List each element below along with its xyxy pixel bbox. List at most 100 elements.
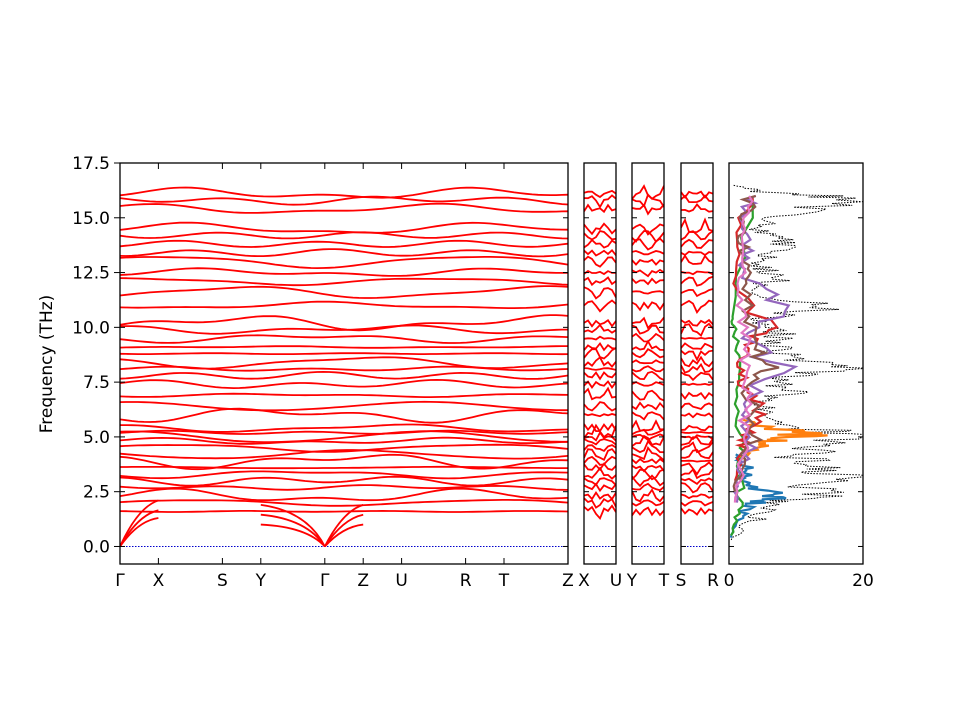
band-line xyxy=(584,255,616,268)
kpoint-label: Γ xyxy=(320,571,330,591)
projected-dos-curve xyxy=(732,194,780,492)
band-line xyxy=(681,371,713,382)
band-line xyxy=(120,186,568,199)
band-line xyxy=(681,250,713,257)
kpoint-label: R xyxy=(707,571,719,591)
band-line xyxy=(120,436,568,445)
band-line xyxy=(584,422,616,433)
band-line xyxy=(632,428,664,436)
y-tick-label: 10.0 xyxy=(72,318,110,338)
band-line xyxy=(632,468,664,481)
y-tick-label: 5.0 xyxy=(83,428,110,448)
dos-x-tick-label: 20 xyxy=(852,571,874,591)
projected-dos-curve xyxy=(729,453,787,538)
band-line xyxy=(681,434,713,441)
band-line xyxy=(681,500,713,507)
band-lines xyxy=(584,189,616,547)
band-line xyxy=(120,470,568,480)
band-line xyxy=(584,248,616,257)
band-line xyxy=(681,461,713,476)
band-line xyxy=(681,230,713,241)
band-line xyxy=(584,455,616,466)
band-line xyxy=(120,221,568,234)
y-tick-label: 2.5 xyxy=(83,483,110,503)
panel-frame xyxy=(680,162,714,565)
kpoint-label: U xyxy=(610,571,622,591)
panel-frame xyxy=(583,162,617,565)
band-line xyxy=(632,230,664,244)
kpoint-label: Z xyxy=(562,571,574,591)
panel-frame xyxy=(631,162,665,565)
band-line xyxy=(632,433,664,441)
band-line xyxy=(584,319,616,328)
band-line xyxy=(632,348,664,359)
band-line xyxy=(632,324,664,335)
band-line xyxy=(584,497,616,509)
band-line xyxy=(632,419,664,432)
band-line xyxy=(584,286,616,300)
band-line xyxy=(584,504,616,520)
band-line xyxy=(681,436,713,446)
band-line xyxy=(120,423,568,433)
dos-frame xyxy=(728,162,864,565)
band-line xyxy=(681,412,713,419)
band-line xyxy=(632,316,664,330)
band-line xyxy=(632,439,664,454)
band-line xyxy=(584,229,616,241)
band-line xyxy=(632,401,664,411)
band-line xyxy=(584,222,616,236)
band-line xyxy=(120,509,568,513)
acoustic-branch xyxy=(260,523,326,548)
band-line xyxy=(120,345,568,349)
panel-frame xyxy=(119,162,569,565)
band-line xyxy=(584,482,616,493)
band-line xyxy=(632,203,664,216)
acoustic-branch xyxy=(120,499,159,547)
band-line xyxy=(120,443,568,453)
band-line xyxy=(584,371,616,381)
band-line xyxy=(120,356,568,370)
band-line xyxy=(681,349,713,362)
band-line xyxy=(584,356,616,368)
kpoint-label: S xyxy=(676,571,687,591)
kpoint-label: T xyxy=(658,571,670,591)
band-line xyxy=(120,430,568,444)
band-line xyxy=(584,462,616,472)
band-line xyxy=(681,318,713,327)
band-line xyxy=(120,487,568,502)
kpoint-label: U xyxy=(395,571,407,591)
band-line xyxy=(681,391,713,401)
projected-dos-curve xyxy=(733,195,754,503)
band-line xyxy=(632,223,664,236)
dos-curves xyxy=(729,184,863,541)
band-line xyxy=(681,355,713,368)
band-line xyxy=(120,248,568,258)
band-line xyxy=(681,203,713,213)
y-tick-label: 17.5 xyxy=(72,154,110,174)
band-line xyxy=(584,189,616,199)
band-line xyxy=(584,347,616,360)
band-line xyxy=(120,378,568,390)
band-line xyxy=(120,453,568,471)
kpoint-label: X xyxy=(578,571,590,591)
band-line xyxy=(632,389,664,402)
band-line xyxy=(632,411,664,421)
band-line xyxy=(584,438,616,446)
band-line xyxy=(632,370,664,381)
band-line xyxy=(120,392,568,399)
band-line xyxy=(681,402,713,411)
band-line xyxy=(681,342,713,350)
band-line xyxy=(632,258,664,266)
band-line xyxy=(120,400,568,412)
band-line xyxy=(681,506,713,516)
y-axis-label: Frequency (THz) xyxy=(37,295,57,434)
kpoint-label: R xyxy=(460,571,472,591)
band-line xyxy=(584,380,616,389)
band-line xyxy=(681,299,713,315)
band-lines xyxy=(632,184,664,547)
band-line xyxy=(681,336,713,340)
